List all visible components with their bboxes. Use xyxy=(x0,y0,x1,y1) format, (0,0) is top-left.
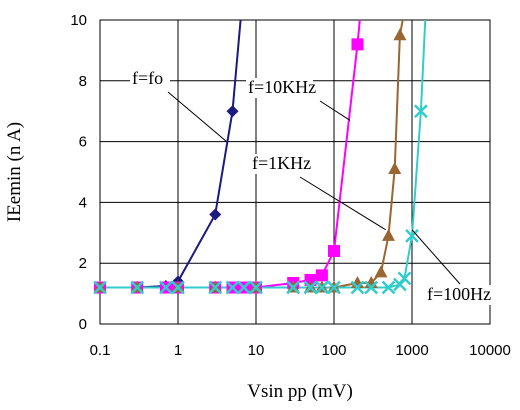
data-point xyxy=(93,280,107,295)
data-point xyxy=(405,228,419,243)
x-tick-label: 10000 xyxy=(469,342,511,359)
data-point xyxy=(393,28,407,41)
y-tick-label: 10 xyxy=(70,12,87,29)
x-tick-label: 1 xyxy=(174,342,182,359)
plot-frame xyxy=(99,19,491,325)
data-point xyxy=(328,245,340,258)
x-tick-label: 10 xyxy=(248,342,265,359)
y-tick-label: 8 xyxy=(79,73,87,90)
data-point xyxy=(225,280,240,295)
y-tick-label: 0 xyxy=(79,316,87,333)
annotation-bg xyxy=(250,154,308,174)
annotation-label: f=fo xyxy=(132,68,163,88)
tick-labels: 0.1 1 10 100 1000 10000 0 2 4 6 8 10 xyxy=(70,12,511,359)
data-point xyxy=(208,280,223,295)
data-point xyxy=(414,104,428,119)
x-tick-label: 0.1 xyxy=(90,342,111,359)
data-point xyxy=(397,271,412,286)
data-point xyxy=(374,265,388,278)
data-point xyxy=(130,280,145,295)
data-point xyxy=(303,280,318,295)
y-tick-label: 6 xyxy=(79,134,87,151)
data-point xyxy=(381,280,396,295)
data-point xyxy=(237,280,251,295)
annotations: f=fo f=10KHz f=1KHz f=100Hz xyxy=(130,68,492,305)
data-point xyxy=(315,280,329,295)
data-point xyxy=(350,280,365,295)
data-point xyxy=(382,228,396,241)
annotation-label: f=1KHz xyxy=(252,153,311,173)
series-line xyxy=(100,20,404,289)
series-line xyxy=(100,20,427,289)
annotation-leader xyxy=(299,176,386,231)
annotation-leader xyxy=(167,91,227,142)
series-line xyxy=(100,20,361,289)
annotation-leader xyxy=(319,100,351,121)
y-tick-label: 2 xyxy=(79,255,87,272)
series-line xyxy=(100,20,242,289)
data-point xyxy=(364,280,379,295)
annotation-label: f=10KHz xyxy=(248,77,316,97)
y-axis-label: IEemin (n A) xyxy=(4,122,25,222)
annotation-bg xyxy=(246,78,313,98)
data-point xyxy=(351,38,364,51)
x-axis-label: Vsin pp (mV) xyxy=(247,381,353,402)
annotation-label: f=100Hz xyxy=(427,284,491,304)
x-tick-label: 1000 xyxy=(395,342,428,359)
data-point xyxy=(249,280,263,295)
data-point xyxy=(226,105,239,118)
series-lines xyxy=(100,20,427,289)
series-markers xyxy=(93,28,428,295)
annotation-leader xyxy=(411,229,461,285)
y-tick-label: 4 xyxy=(79,194,87,211)
data-point xyxy=(159,280,173,295)
data-point xyxy=(388,161,402,174)
data-point xyxy=(286,280,301,295)
data-point xyxy=(209,208,222,221)
annotation-bg xyxy=(130,69,170,89)
data-point xyxy=(171,280,185,295)
x-tick-label: 100 xyxy=(321,342,346,359)
data-point xyxy=(327,280,341,295)
data-point xyxy=(315,269,328,282)
annotation-bg xyxy=(425,285,492,305)
